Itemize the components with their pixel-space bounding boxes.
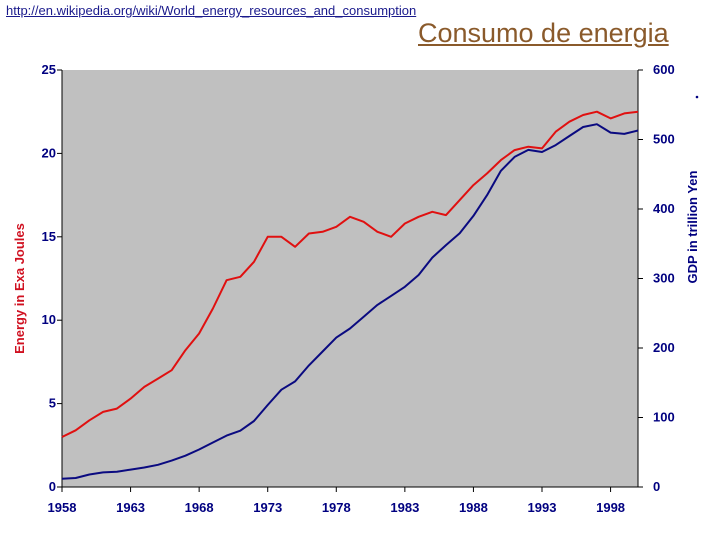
y-left-tick-label: 15	[42, 229, 56, 244]
y-left-tick-label: 0	[49, 479, 56, 494]
x-tick-label: 1998	[596, 500, 625, 515]
x-tick-label: 1968	[185, 500, 214, 515]
x-tick-label: 1993	[528, 500, 557, 515]
decorative-dot	[695, 95, 699, 99]
y-axis-right-title: GDP in trillion Yen	[685, 170, 700, 283]
x-tick-label: 1963	[116, 500, 145, 515]
slide-title: Consumo de energia	[418, 18, 669, 48]
plot-area	[62, 70, 638, 487]
x-tick-label: 1973	[253, 500, 282, 515]
y-axis-left-title: Energy in Exa Joules	[12, 223, 27, 354]
y-left-tick-label: 10	[42, 312, 56, 327]
x-tick-label: 1983	[390, 500, 419, 515]
y-right-tick-label: 500	[653, 132, 675, 147]
gdp-series-line	[61, 123, 639, 480]
x-tick-label: 1978	[322, 500, 351, 515]
x-tick-label: 1988	[459, 500, 488, 515]
y-right-tick-label: 0	[653, 479, 660, 494]
y-right-tick-label: 400	[653, 201, 675, 216]
y-right-tick-label: 100	[653, 410, 675, 425]
y-left-tick-label: 5	[49, 396, 56, 411]
y-left-tick-label: 20	[42, 145, 56, 160]
energy-series-line	[61, 110, 639, 438]
y-right-tick-label: 600	[653, 62, 675, 77]
x-tick-label: 1958	[48, 500, 77, 515]
source-url-link[interactable]: http://en.wikipedia.org/wiki/World_energ…	[6, 3, 417, 18]
y-right-tick-label: 200	[653, 340, 675, 355]
y-right-tick-label: 300	[653, 271, 675, 286]
y-left-tick-label: 25	[42, 62, 56, 77]
